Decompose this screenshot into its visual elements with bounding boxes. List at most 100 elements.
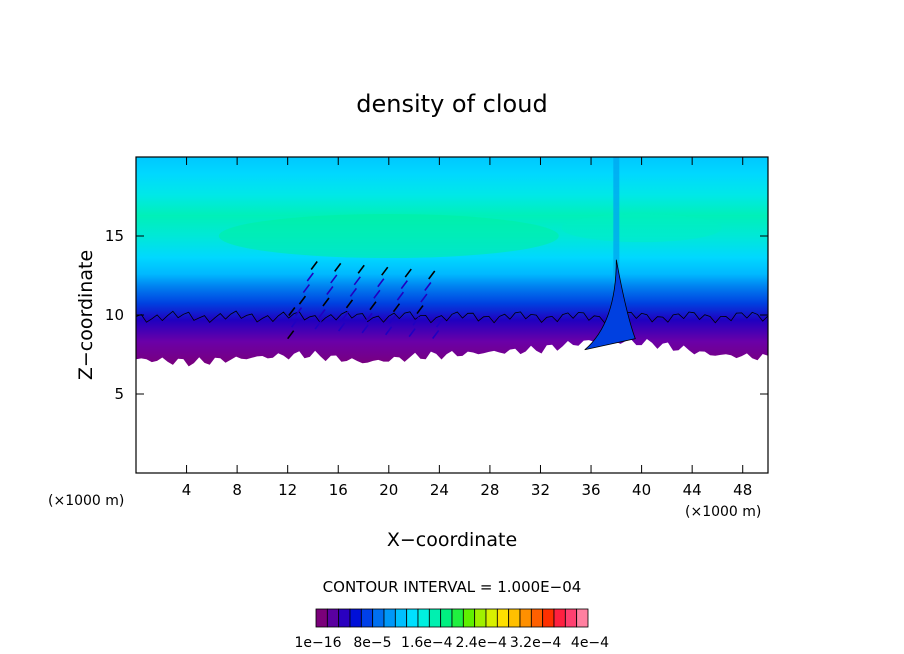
colorbar-label: 3.2e−4 (510, 635, 562, 651)
turbulence-streak (373, 289, 381, 299)
x-tick-label: 4 (182, 481, 192, 499)
x-tick-label: 24 (430, 481, 449, 499)
x-axis-label: X−coordinate (387, 529, 517, 551)
turbulence-streak (357, 264, 365, 274)
x-tick-label: 40 (632, 481, 651, 499)
colorbar-swatch (542, 608, 555, 628)
turbulence-streak (428, 270, 436, 280)
cloud-density-field (136, 157, 768, 367)
x-tick-label: 36 (581, 481, 600, 499)
turbulence-streak (310, 261, 318, 270)
turbulence-streak (396, 291, 405, 301)
chart-title: density of cloud (356, 90, 547, 118)
turbulence-streak (432, 330, 440, 340)
turbulence-streak (287, 330, 295, 340)
turbulence-streak (381, 266, 389, 276)
turbulence-streak (412, 316, 420, 326)
x-unit-right: (×1000 m) (685, 504, 761, 520)
y-tick-label: 15 (105, 227, 124, 245)
turbulence-streak (365, 312, 373, 322)
turbulence-streak (294, 307, 303, 317)
plot-area (136, 157, 768, 473)
colorbar-swatch (474, 608, 487, 628)
colorbar-swatch (496, 608, 510, 628)
green-band-left (218, 214, 559, 258)
turbulence-streak (408, 328, 416, 338)
colorbar-swatch (485, 608, 498, 628)
updraft-column (613, 157, 620, 284)
turbulence-streak (314, 320, 322, 330)
turbulence-streak (288, 306, 296, 316)
colorbar-swatch (462, 608, 476, 628)
y-axis-label: Z−coordinate (75, 250, 97, 380)
contour-line (136, 310, 768, 324)
colorbar-label: 4e−4 (571, 635, 609, 651)
turbulence-streak (385, 326, 393, 336)
contour-interval: CONTOUR INTERVAL = 1.000E−04 (323, 578, 582, 596)
colorbar-swatch (315, 608, 328, 628)
colorbar-swatch (553, 608, 566, 628)
turbulence-streak (420, 293, 428, 303)
green-band-right (561, 214, 722, 243)
colorbar-swatch (360, 608, 374, 628)
turbulence-streak (337, 322, 346, 332)
colorbar-swatch (383, 608, 396, 628)
colorbar-swatch (338, 608, 351, 628)
x-axis: 4 8 12 16 20 24 28 32 36 40 44 48 (182, 157, 752, 499)
turbulence-streak (377, 278, 385, 288)
colorbar-swatch (508, 608, 521, 628)
turbulence-streak (330, 274, 338, 284)
colorbar-label: 2.4e−4 (455, 635, 507, 651)
turbulence-streak (388, 314, 397, 324)
turbulence-streak (369, 301, 377, 311)
y-tick-label: 10 (105, 306, 124, 324)
turbulence-streak (349, 287, 358, 297)
x-tick-label: 20 (379, 481, 398, 499)
colorbar-swatch (440, 608, 453, 628)
x-tick-label: 44 (683, 481, 702, 499)
y-axis: 5 10 15 (105, 227, 768, 403)
colorbar-label: 8e−5 (353, 635, 391, 651)
x-tick-label: 32 (531, 481, 550, 499)
colorbar-swatch (372, 608, 385, 628)
turbulence-streak (326, 285, 334, 295)
turbulence-streak (400, 280, 408, 290)
turbulence-streak (322, 297, 330, 307)
turbulence-streak (306, 272, 314, 282)
turbulence-streak (341, 310, 350, 320)
turbulence-streak (302, 284, 310, 294)
colorbar-swatch (576, 608, 589, 628)
turbulence-streak (353, 276, 361, 286)
updraft-core (584, 259, 636, 351)
x-tick-label: 28 (480, 481, 499, 499)
colorbar-swatch (530, 608, 544, 628)
colorbar-swatch (417, 608, 430, 628)
x-tick-label: 12 (278, 481, 297, 499)
turbulence-streak (345, 299, 354, 309)
colorbar-swatch (564, 608, 578, 628)
turbulence-streak (404, 268, 412, 278)
x-tick-label: 8 (232, 481, 242, 499)
colorbar-swatch (428, 608, 442, 628)
y-tick-label: 5 (114, 385, 124, 403)
colorbar-swatch (349, 608, 362, 628)
turbulence-streak (424, 282, 432, 291)
colorbar-swatch (394, 608, 408, 628)
colorbar-swatch (326, 608, 340, 628)
colorbar-label: 1e−16 (294, 635, 341, 651)
colorbar-swatch (451, 608, 464, 628)
colorbar-label: 1.6e−4 (401, 635, 453, 651)
x-tick-label: 16 (329, 481, 348, 499)
turbulence-streak (361, 324, 369, 334)
turbulence-streak (298, 295, 307, 305)
colorbar-labels: 1e−16 8e−5 1.6e−4 2.4e−4 3.2e−4 4e−4 (294, 635, 609, 651)
turbulence-streak (290, 318, 299, 328)
turbulence-streak (318, 309, 326, 319)
x-unit-left: (×1000 m) (48, 493, 124, 509)
turbulence-streak (435, 318, 444, 328)
colorbar-swatch (406, 608, 419, 628)
turbulence-streak (334, 262, 342, 272)
colorbar (315, 608, 589, 628)
x-tick-label: 48 (733, 481, 752, 499)
